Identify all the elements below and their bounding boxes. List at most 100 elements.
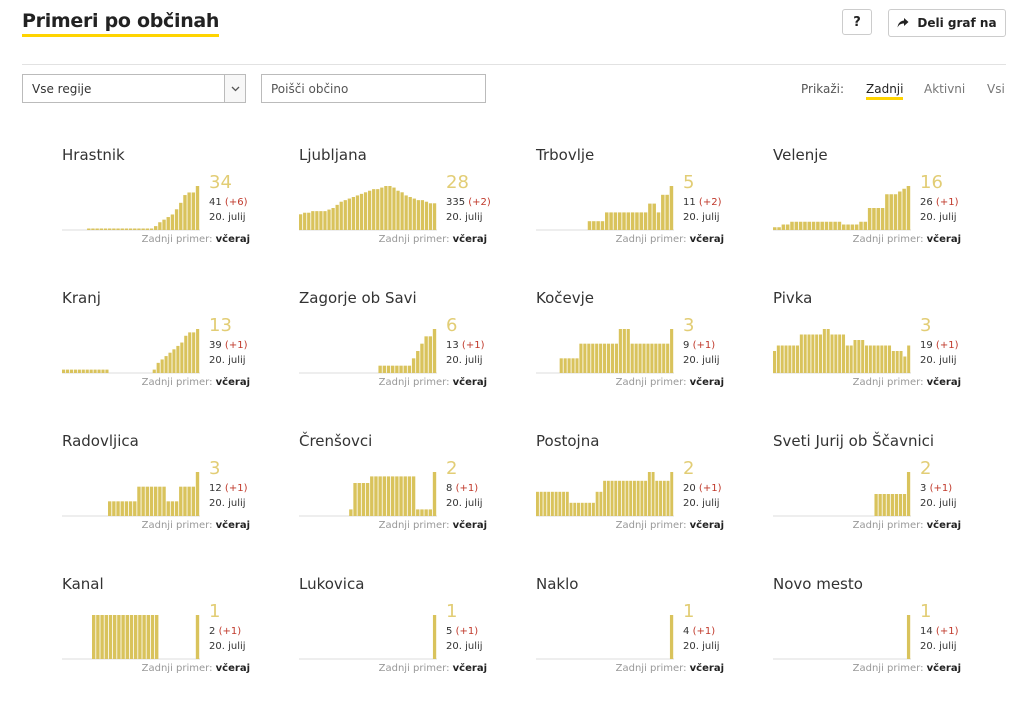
chart-bar bbox=[592, 221, 596, 230]
chart-bar bbox=[573, 502, 577, 516]
filter-option-zadnji[interactable]: Zadnji bbox=[866, 82, 904, 100]
chart-bar bbox=[539, 491, 543, 516]
chart-bar bbox=[854, 224, 859, 230]
chart-bar bbox=[113, 615, 117, 659]
chart-bar bbox=[411, 476, 416, 516]
chart-bar bbox=[91, 228, 95, 230]
chart-bar bbox=[884, 345, 888, 373]
chart-bar bbox=[638, 343, 642, 373]
municipality-name: Kanal bbox=[62, 575, 104, 593]
municipality-card[interactable]: Postojna 2 20 (+1) 20. julij Zadnji primer: … bbox=[536, 432, 736, 552]
municipality-search-input[interactable] bbox=[261, 74, 486, 103]
municipality-card[interactable]: Kanal 1 2 (+1) 20. julij Zadnji primer: včer… bbox=[62, 575, 262, 695]
chart-bar bbox=[662, 343, 666, 373]
municipality-card[interactable]: Radovljica 3 12 (+1) 20. julij Zadnji primer… bbox=[62, 432, 262, 552]
chart-bar bbox=[424, 509, 428, 516]
total-value: 12 bbox=[209, 483, 222, 494]
last-case-value: včeraj bbox=[926, 377, 961, 388]
chart-bar bbox=[803, 221, 807, 230]
chart-bar bbox=[351, 197, 356, 230]
chart-bar bbox=[331, 208, 335, 230]
chevron-down-icon[interactable] bbox=[224, 75, 245, 102]
chart-bar bbox=[303, 212, 307, 230]
last-case: Zadnji primer: včeraj bbox=[853, 377, 961, 388]
chart-bar bbox=[411, 358, 416, 373]
total-cases: 39 (+1) bbox=[209, 340, 247, 351]
chart-bar bbox=[158, 486, 162, 516]
chart-bar bbox=[819, 334, 823, 373]
municipality-name: Postojna bbox=[536, 432, 600, 450]
share-button[interactable]: Deli graf na bbox=[888, 9, 1006, 37]
municipality-card[interactable]: Sveti Jurij ob Ščavnici 2 3 (+1) 20. julij Z… bbox=[773, 432, 973, 552]
current-cases: 1 bbox=[920, 601, 932, 622]
last-case-label: Zadnji primer: bbox=[615, 234, 687, 245]
chart-bar bbox=[391, 365, 395, 373]
chart-bar bbox=[846, 224, 850, 230]
help-button[interactable]: ? bbox=[842, 9, 872, 35]
total-cases: 20 (+1) bbox=[683, 483, 721, 494]
last-case-value: včeraj bbox=[689, 663, 724, 674]
municipality-card[interactable]: Kočevje 3 9 (+1) 20. julij Zadnji primer: vč… bbox=[536, 289, 736, 409]
last-case: Zadnji primer: včeraj bbox=[853, 520, 961, 531]
chart-bar bbox=[353, 483, 357, 516]
chart-bar bbox=[196, 329, 200, 373]
chart-bar bbox=[137, 486, 141, 516]
chart-bar bbox=[666, 343, 670, 373]
chart-bar bbox=[669, 186, 674, 230]
filter-option-aktivni[interactable]: Aktivni bbox=[924, 82, 966, 96]
date-label: 20. julij bbox=[920, 355, 957, 366]
chart-bar bbox=[399, 476, 403, 516]
chart-bar bbox=[665, 194, 669, 230]
chart-bar bbox=[378, 365, 382, 373]
chart-bar bbox=[878, 494, 882, 516]
chart-bar bbox=[536, 491, 539, 516]
chart-bar bbox=[386, 476, 391, 516]
municipality-card[interactable]: Lukovica 1 5 (+1) 20. julij Zadnji primer: v… bbox=[299, 575, 499, 695]
chart-bar bbox=[662, 480, 666, 516]
chart-bar bbox=[420, 343, 424, 373]
last-case: Zadnji primer: včeraj bbox=[853, 234, 961, 245]
chart-bar bbox=[108, 501, 112, 516]
municipality-name: Velenje bbox=[773, 146, 828, 164]
chart-bar bbox=[378, 476, 382, 516]
municipality-card[interactable]: Hrastnik 34 41 (+6) 20. julij Zadnji primer:… bbox=[62, 146, 262, 266]
filter-option-vsi[interactable]: Vsi bbox=[987, 82, 1005, 96]
mini-bar-chart bbox=[62, 186, 200, 231]
chart-bar bbox=[773, 227, 777, 230]
chart-bar bbox=[347, 198, 351, 230]
chart-bar bbox=[162, 486, 166, 516]
chart-bar bbox=[339, 201, 343, 230]
date-label: 20. julij bbox=[920, 641, 957, 652]
chart-bar bbox=[120, 501, 124, 516]
chart-bar bbox=[152, 369, 156, 373]
municipality-card[interactable]: Kranj 13 39 (+1) 20. julij Zadnji primer: vč… bbox=[62, 289, 262, 409]
chart-bar bbox=[121, 615, 125, 659]
region-select[interactable]: Vse regije bbox=[22, 74, 246, 103]
chart-bar bbox=[829, 221, 833, 230]
last-case: Zadnji primer: včeraj bbox=[616, 520, 724, 531]
current-cases: 28 bbox=[446, 172, 469, 193]
municipality-card[interactable]: Ljubljana 28 335 (+2) 20. julij Zadnji prime… bbox=[299, 146, 499, 266]
chart-bar bbox=[591, 343, 595, 373]
municipality-card[interactable]: Trbovlje 5 11 (+2) 20. julij Zadnji primer: … bbox=[536, 146, 736, 266]
chart-bar bbox=[610, 343, 615, 373]
municipality-card[interactable]: Novo mesto 1 14 (+1) 20. julij Zadnji primer… bbox=[773, 575, 973, 695]
municipality-card[interactable]: Velenje 16 26 (+1) 20. julij Zadnji primer: … bbox=[773, 146, 973, 266]
chart-bar bbox=[876, 345, 880, 373]
chart-bar bbox=[155, 615, 159, 659]
total-cases: 19 (+1) bbox=[920, 340, 958, 351]
municipality-card[interactable]: Pivka 3 19 (+1) 20. julij Zadnji primer: vče… bbox=[773, 289, 973, 409]
municipality-card[interactable]: Črenšovci 2 8 (+1) 20. julij Zadnji primer: … bbox=[299, 432, 499, 552]
chart-bar bbox=[876, 208, 881, 230]
delta-value: (+1) bbox=[461, 340, 485, 351]
chart-bar bbox=[180, 342, 184, 373]
chart-bar bbox=[380, 187, 384, 230]
chart-bar bbox=[191, 486, 196, 516]
chart-bar bbox=[554, 491, 558, 516]
chart-bar bbox=[335, 204, 339, 230]
last-case-label: Zadnji primer: bbox=[852, 663, 924, 674]
municipality-card[interactable]: Zagorje ob Savi 6 13 (+1) 20. julij Zadnji p… bbox=[299, 289, 499, 409]
last-case-value: včeraj bbox=[689, 520, 724, 531]
municipality-card[interactable]: Naklo 1 4 (+1) 20. julij Zadnji primer: včer… bbox=[536, 575, 736, 695]
chart-bar bbox=[365, 483, 370, 516]
